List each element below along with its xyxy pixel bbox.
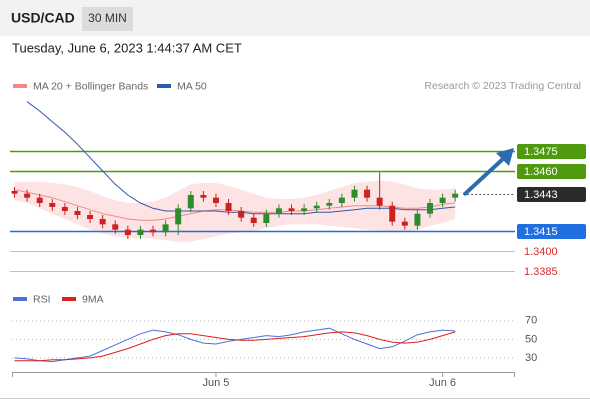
indicator-line [14,327,456,363]
indicator-legend-swatch [13,297,27,301]
candle-body [414,213,421,226]
legend-swatch [157,84,171,88]
timeframe: 30 MIN [88,11,127,25]
candle-body [99,219,106,225]
candle-body [137,229,144,235]
candle-body [74,211,81,215]
indicator-legend-swatch [62,297,76,301]
candle-body [200,195,207,198]
level-label: 1.3400 [524,246,558,258]
x-tick-label: Jun 5 [203,377,230,389]
candle-body [187,195,194,209]
moving-average [14,189,456,221]
candle-body [150,229,157,233]
timeframe-box [82,7,133,31]
candle-body [401,221,408,226]
level-label: 1.3415 [524,226,558,238]
candle-body [364,189,371,198]
legend-label: MA 50 [177,80,207,92]
candle-body [212,197,219,203]
bollinger-band [14,180,456,242]
candle-body [24,193,31,198]
forecast-arrow [463,156,506,196]
indicator-legend-label: RSI [33,293,51,305]
legend-swatch [13,84,27,88]
credit: Research © 2023 Trading Central [424,80,581,92]
candle-body [36,197,43,203]
candle-body [162,224,169,233]
level-label: 1.3385 [524,266,558,278]
timestamp: Tuesday, June 6, 2023 1:44:37 AM CET [12,40,242,55]
candle-body [326,203,333,206]
candle-body [313,205,320,209]
candle-body [175,208,182,225]
level-label-box [517,224,586,239]
candle-body [124,229,131,235]
indicator-line [14,331,456,362]
candle-body [301,208,308,211]
indicator-tick-label: 30 [525,352,537,364]
candle-body [61,207,68,211]
candle-body [288,208,295,211]
candle-body [376,197,383,206]
forecast-arrowhead [496,148,514,166]
legend-label: MA 20 + Bollinger Bands [33,80,148,92]
candle-body [49,203,56,207]
candle-body [452,193,459,198]
indicator-legend-label: 9MA [82,293,104,305]
level-label: 1.3460 [524,166,558,178]
price-label: 1.3443 [524,189,558,201]
candle-body [225,203,232,211]
symbol-title: USD/CAD [11,10,75,26]
price-label-box [517,187,586,202]
candle-body [351,189,358,198]
candle-body [427,203,434,214]
indicator-tick-label: 50 [525,333,537,345]
candle-body [439,197,446,203]
candle-body [263,213,270,223]
indicator-tick-label: 70 [525,315,537,327]
level-label-box [517,144,586,159]
candle-body [250,217,257,223]
candle-body [238,211,245,218]
x-tick-label: Jun 6 [429,377,456,389]
candle-body [11,191,18,194]
candle-body [87,215,94,219]
level-label: 1.3475 [524,146,558,158]
candle-body [338,197,345,203]
candle-body [389,205,396,222]
candle-body [275,208,282,214]
candle-body [112,224,119,230]
level-label-box [517,164,586,179]
